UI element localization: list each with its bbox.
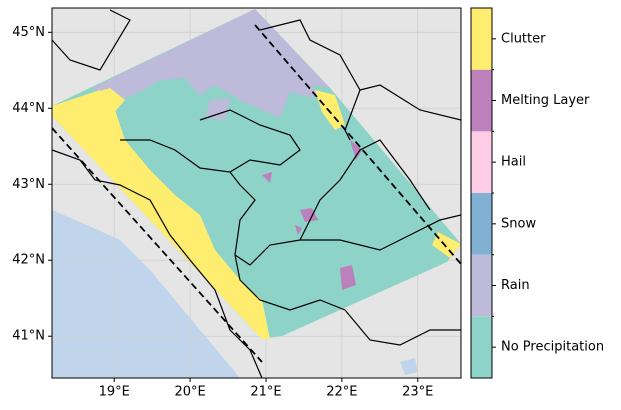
colorbar-label: No Precipitation	[501, 340, 604, 355]
map-area	[52, 8, 461, 378]
x-tick-label: 21°E	[250, 385, 281, 400]
colorbar-label: Clutter	[501, 31, 546, 46]
colorbar-label: Rain	[501, 278, 530, 293]
clutter-region	[52, 88, 165, 220]
map-frame	[51, 7, 462, 379]
colorbar-swatch	[471, 8, 492, 70]
lake	[400, 358, 418, 375]
rain-region	[92, 9, 330, 118]
x-tick-label: 20°E	[174, 385, 205, 400]
colorbar: No Precipitation Rain Snow Hail Melting Laye…	[471, 8, 604, 378]
rain-region	[205, 98, 230, 120]
y-tick-label: 42°N	[12, 253, 45, 268]
clutter-region	[432, 232, 461, 258]
swath-no-precipitation	[52, 9, 461, 339]
x-tick-label: 23°E	[402, 385, 433, 400]
x-tick-label: 22°E	[326, 385, 357, 400]
colorbar-swatch	[471, 131, 492, 193]
y-tick-label: 44°N	[12, 101, 45, 116]
swath-edge	[312, 85, 461, 262]
colorbar-swatch	[471, 69, 492, 132]
axes: 19°E 20°E 21°E 22°E 23°E 41°N 42°N 43°N 44°N 45°N	[12, 25, 433, 400]
borders	[52, 9, 461, 378]
x-tick-label: 19°E	[99, 385, 130, 400]
colorbar-label: Snow	[501, 216, 536, 231]
y-tick-label: 41°N	[12, 329, 45, 344]
colorbar-swatch	[471, 193, 492, 255]
range-ring	[52, 24, 461, 363]
colorbar-label: Hail	[501, 155, 526, 170]
colorbar-swatch	[471, 254, 492, 317]
y-tick-label: 45°N	[12, 25, 45, 40]
y-tick-label: 43°N	[12, 177, 45, 192]
colorbar-swatch	[471, 316, 492, 378]
colorbar-frame	[470, 7, 493, 379]
colorbar-label: Melting Layer	[501, 93, 590, 108]
